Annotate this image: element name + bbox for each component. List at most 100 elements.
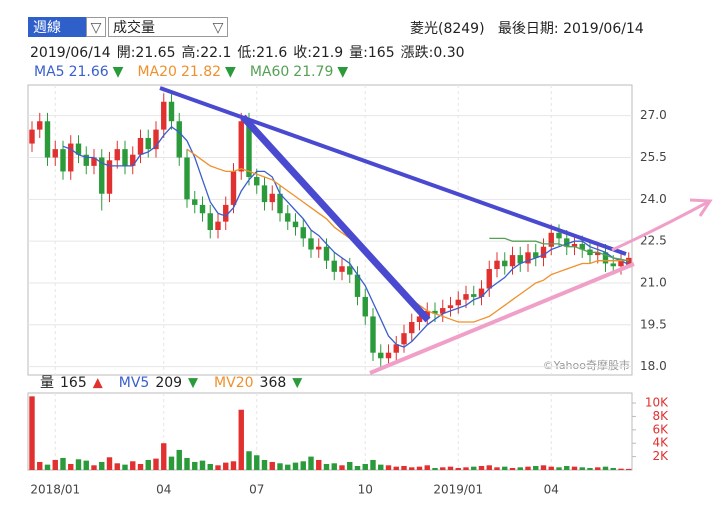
volume-bar (300, 461, 306, 470)
ma-legend: MA5 21.66 ▼ MA20 21.82 ▼ MA60 21.79 ▼ (34, 64, 362, 80)
candle-body (246, 121, 252, 178)
volume-legend-value: 368 (260, 375, 287, 391)
quote-high: 高:22.1 (181, 45, 232, 61)
volume-bar (486, 465, 492, 470)
candle-body (223, 204, 229, 222)
indicator-arrow[interactable]: ▽ (212, 20, 224, 36)
candle-body (277, 193, 283, 214)
candle-body (199, 204, 206, 214)
volume-bar (168, 456, 175, 470)
volume-bar (52, 459, 58, 470)
quote-open: 開:21.65 (116, 45, 176, 61)
period-select[interactable]: 週線 (28, 17, 86, 37)
volume-bar (432, 467, 438, 470)
volume-bar (75, 459, 82, 470)
candle-body (339, 266, 345, 272)
candle-body (145, 137, 151, 150)
volume-bar (347, 461, 353, 470)
candle-body (626, 257, 632, 265)
candle-body (610, 263, 616, 267)
candle-body (471, 294, 477, 297)
y-tick-label: 27.0 (640, 108, 667, 122)
volume-bar (44, 464, 51, 470)
volume-bar (292, 462, 299, 470)
volume-bar (556, 467, 562, 470)
candle-body (192, 199, 198, 205)
legend-trend: ▼ (337, 64, 349, 80)
volume-bar (564, 465, 570, 470)
last-date: 最後日期: 2019/06/14 (497, 21, 644, 37)
candle-body (153, 129, 159, 150)
volume-bar (153, 458, 159, 470)
volume-bar (494, 467, 500, 470)
volume-bar (354, 465, 361, 470)
candle-body (130, 154, 136, 166)
candle-body (300, 227, 306, 239)
indicator-select[interactable]: 成交量 (108, 17, 228, 37)
volume-legend-name: MV20 (214, 375, 253, 391)
volume-bar (509, 467, 516, 470)
legend-value: 21.66 (68, 64, 109, 80)
volume-tick-label: 2K (652, 449, 669, 463)
candle-body (68, 143, 74, 172)
volume-bar (595, 467, 601, 470)
volume-bar (145, 459, 151, 470)
volume-bar (122, 464, 128, 470)
candle-body (184, 157, 190, 200)
volume-tick-label: 6K (652, 422, 669, 436)
x-tick-label: 07 (249, 483, 264, 497)
candle-body (168, 101, 175, 122)
candle-body (595, 252, 601, 256)
volume-bar (525, 466, 531, 470)
candle-body (269, 193, 275, 203)
candle-body (618, 260, 624, 267)
candle-body (347, 266, 353, 275)
candle-body (207, 213, 213, 230)
volume-bar (440, 467, 446, 470)
candle-body (378, 352, 384, 359)
volume-bar (393, 466, 399, 470)
candle-body (308, 238, 314, 250)
volume-bar (91, 465, 97, 470)
legend-name: MA20 (137, 64, 177, 80)
volume-bar (548, 466, 554, 470)
quote-close: 收:21.9 (293, 45, 344, 61)
legend-trend: ▼ (112, 64, 124, 80)
volume-bar (261, 459, 268, 470)
volume-legend-name: 量 (40, 375, 54, 391)
volume-bar (362, 463, 368, 470)
x-tick-label: 04 (156, 483, 171, 497)
volume-bar (447, 466, 454, 470)
candle-body (137, 137, 144, 155)
candle-body (331, 260, 337, 272)
period-arrow[interactable]: ▽ (86, 17, 106, 37)
candle-body (509, 255, 516, 267)
legend-name: MA5 (34, 64, 65, 80)
trend-line (159, 86, 627, 256)
volume-legend-name: MV5 (119, 375, 150, 391)
candle-body (478, 288, 485, 297)
candle-body (122, 149, 128, 166)
y-tick-label: 21.0 (640, 275, 667, 289)
volume-tick-label: 10K (645, 396, 669, 410)
volume-bar (277, 463, 283, 470)
volume-bar (246, 451, 252, 470)
volume-tick-label: 8K (652, 409, 669, 423)
price-panel (27, 84, 633, 376)
legend-value: 21.79 (293, 64, 334, 80)
volume-bar (478, 465, 485, 470)
volume-bar (424, 465, 430, 470)
candle-body (525, 252, 531, 264)
candle-body (564, 238, 570, 247)
volume-bar (29, 396, 35, 470)
x-tick-label: 2019/01 (433, 483, 483, 497)
volume-bar (323, 463, 330, 470)
legend-value: 21.82 (180, 64, 222, 80)
candle-body (83, 154, 89, 166)
volume-bar (455, 467, 461, 470)
volume-bar (137, 463, 144, 470)
volume-bar (602, 466, 609, 470)
volume-legend-trend: ▲ (93, 376, 103, 391)
volume-bar (230, 461, 237, 470)
candle-body (176, 121, 182, 158)
